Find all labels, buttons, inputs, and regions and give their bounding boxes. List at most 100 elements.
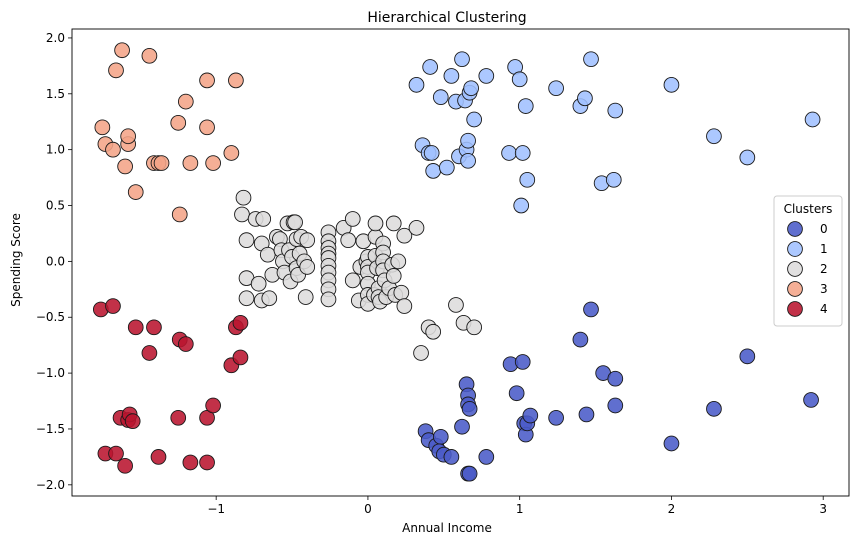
data-point-cluster-2 [255, 211, 272, 227]
data-point-cluster-3 [117, 158, 133, 175]
y-tick-label: −0.5 [36, 310, 65, 324]
data-point-cluster-1 [605, 171, 622, 188]
data-point-cluster-2 [385, 215, 402, 232]
data-point-cluster-2 [367, 215, 384, 232]
data-point-cluster-0 [461, 465, 478, 482]
data-point-cluster-2 [297, 289, 314, 305]
y-tick-label: 1.0 [46, 143, 65, 157]
y-tick-label: −1.0 [36, 366, 65, 380]
data-point-cluster-4 [146, 319, 162, 336]
legend-items: 0 1 2 3 4 [787, 221, 828, 317]
data-point-cluster-4 [127, 319, 144, 336]
data-point-cluster-2 [238, 232, 255, 249]
x-axis-label: Annual Income [402, 521, 492, 535]
data-point-cluster-2 [238, 290, 255, 307]
data-point-cluster-4 [170, 409, 187, 426]
data-point-cluster-2 [425, 323, 442, 340]
data-point-cluster-2 [344, 272, 361, 289]
x-tick-label: 3 [819, 502, 827, 516]
data-point-cluster-2 [299, 232, 316, 249]
data-point-cluster-2 [250, 275, 267, 292]
data-point-cluster-3 [171, 206, 188, 223]
data-point-cluster-2 [448, 297, 464, 313]
data-point-cluster-0 [739, 348, 756, 365]
data-point-cluster-2 [235, 189, 252, 206]
data-point-cluster-2 [287, 214, 303, 231]
data-point-cluster-3 [127, 184, 144, 200]
legend-marker-cluster-2 [787, 261, 803, 277]
y-tick-label: 0.0 [46, 254, 65, 268]
data-point-cluster-1 [513, 197, 530, 214]
data-point-cluster-1 [463, 80, 479, 97]
data-point-cluster-2 [396, 298, 413, 314]
data-point-cluster-1 [517, 98, 534, 114]
data-point-cluster-4 [124, 413, 141, 430]
data-point-cluster-4 [182, 454, 199, 471]
data-point-cluster-1 [514, 145, 531, 161]
data-point-cluster-4 [141, 345, 158, 361]
data-point-cluster-2 [466, 319, 483, 336]
data-point-cluster-3 [153, 155, 170, 171]
data-point-cluster-1 [432, 89, 449, 106]
data-point-cluster-2 [393, 284, 410, 301]
data-point-cluster-4 [105, 298, 121, 314]
data-point-cluster-2 [261, 290, 278, 307]
data-point-cluster-0 [607, 397, 624, 414]
x-tick-label: 0 [364, 502, 372, 516]
legend-label-cluster-3: 3 [820, 282, 828, 296]
legend-marker-cluster-0 [787, 221, 803, 237]
data-point-cluster-2 [344, 211, 361, 227]
data-point-cluster-3 [108, 62, 124, 79]
data-point-cluster-1 [422, 59, 439, 75]
data-point-cluster-2 [299, 259, 316, 275]
data-point-cluster-1 [607, 102, 624, 119]
data-point-cluster-1 [706, 128, 722, 145]
data-point-cluster-1 [577, 90, 593, 107]
data-point-cluster-0 [443, 449, 460, 465]
chart-title: Hierarchical Clustering [367, 10, 526, 26]
data-point-cluster-4 [150, 449, 167, 465]
data-point-cluster-3 [120, 128, 136, 145]
y-tick-label: 1.5 [46, 87, 65, 101]
legend-marker-cluster-3 [787, 281, 803, 297]
data-point-cluster-0 [461, 401, 478, 417]
x-tick-label: −1 [207, 502, 225, 516]
y-tick-label: 0.5 [46, 199, 65, 213]
legend-label-cluster-1: 1 [820, 242, 828, 256]
data-point-cluster-2 [396, 227, 413, 244]
data-point-cluster-0 [706, 401, 722, 417]
data-point-cluster-2 [234, 206, 250, 223]
data-point-cluster-1 [548, 80, 564, 97]
y-tick-label: −2.0 [36, 478, 65, 492]
data-point-cluster-3 [94, 119, 111, 136]
data-point-cluster-4 [177, 336, 194, 352]
data-point-cluster-0 [522, 407, 539, 424]
data-point-cluster-1 [423, 145, 440, 161]
legend-label-cluster-4: 4 [820, 302, 828, 316]
points-layer [92, 42, 821, 482]
legend-marker-cluster-1 [787, 241, 803, 257]
legend-label-cluster-2: 2 [820, 262, 828, 276]
data-point-cluster-0 [548, 409, 564, 426]
data-point-cluster-1 [466, 111, 483, 128]
y-axis: −2.0 −1.5 −1.0 −0.5 0.0 0.5 1.0 1.5 2.0 [36, 31, 72, 492]
x-tick-label: 2 [668, 502, 676, 516]
data-point-cluster-0 [572, 331, 589, 348]
data-point-cluster-2 [408, 220, 425, 236]
data-point-cluster-0 [803, 392, 819, 408]
data-point-cluster-3 [205, 155, 221, 171]
data-point-cluster-2 [259, 246, 276, 263]
data-point-cluster-1 [739, 149, 756, 166]
data-point-cluster-1 [460, 132, 476, 149]
data-point-cluster-0 [583, 301, 599, 318]
data-point-cluster-0 [432, 428, 449, 445]
data-point-cluster-0 [663, 435, 680, 452]
data-point-cluster-1 [438, 159, 455, 176]
data-point-cluster-0 [454, 418, 470, 435]
data-point-cluster-1 [425, 163, 442, 179]
plot-area [71, 28, 850, 497]
data-point-cluster-4 [232, 314, 249, 331]
legend-marker-cluster-4 [787, 301, 803, 317]
data-point-cluster-3 [199, 72, 215, 89]
